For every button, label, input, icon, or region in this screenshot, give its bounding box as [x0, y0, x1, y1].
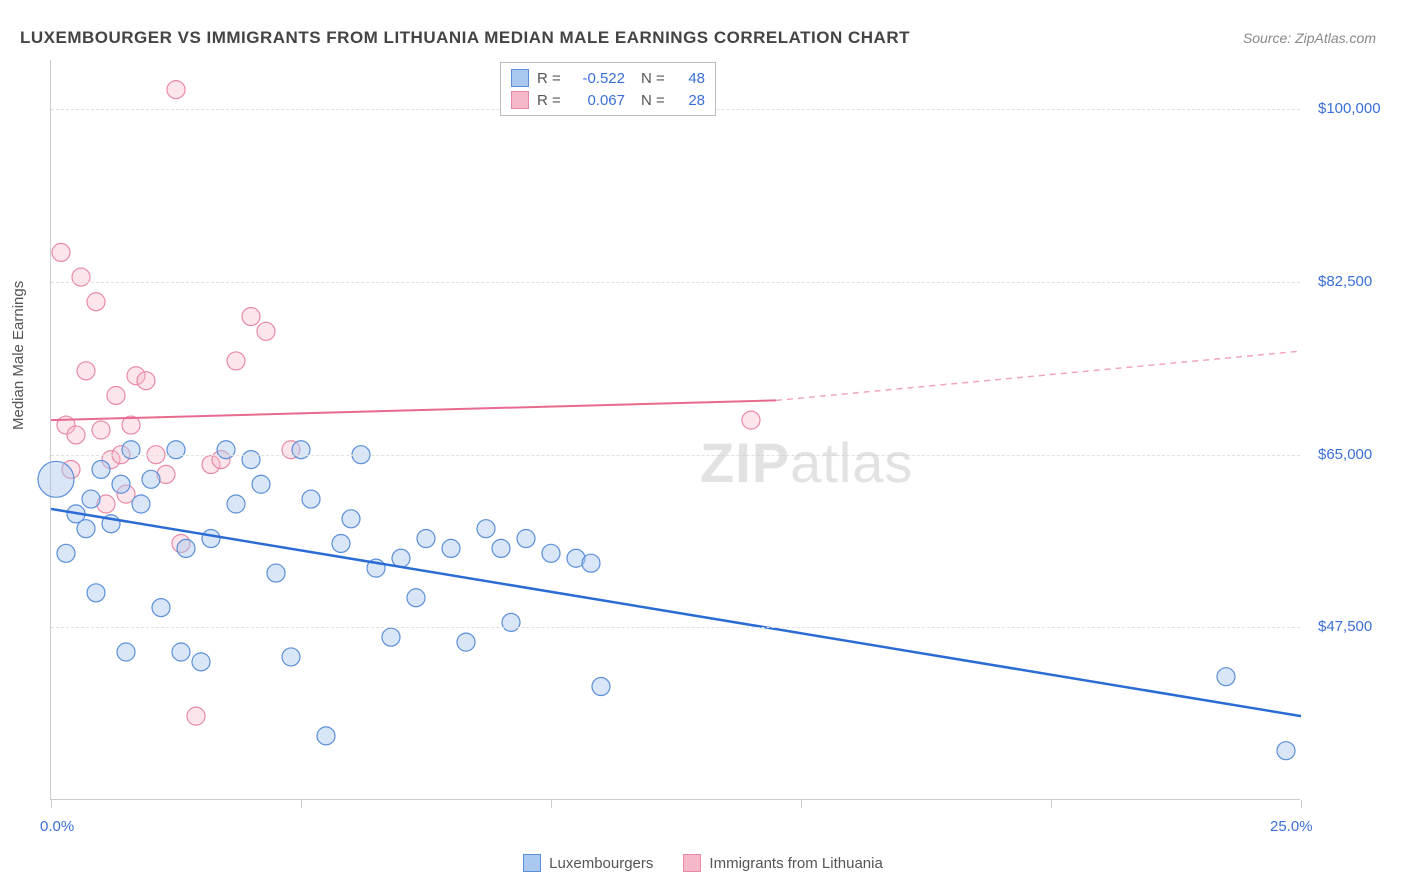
- legend-item-series2: Immigrants from Lithuania: [683, 854, 882, 872]
- legend-item-series1: Luxembourgers: [523, 854, 653, 872]
- chart-title: LUXEMBOURGER VS IMMIGRANTS FROM LITHUANI…: [20, 28, 910, 48]
- plot-area: [50, 60, 1300, 800]
- chart-container: LUXEMBOURGER VS IMMIGRANTS FROM LITHUANI…: [0, 0, 1406, 892]
- swatch-series1: [511, 69, 529, 87]
- stat-row-series2: R = 0.067 N = 28: [511, 89, 705, 111]
- correlation-legend: R = -0.522 N = 48 R = 0.067 N = 28: [500, 62, 716, 116]
- legend-bottom: Luxembourgers Immigrants from Lithuania: [0, 854, 1406, 872]
- swatch-series2: [511, 91, 529, 109]
- legend-swatch-series1: [523, 854, 541, 872]
- y-axis-label: Median Male Earnings: [10, 281, 27, 430]
- source-label: Source: ZipAtlas.com: [1243, 30, 1376, 46]
- data-svg: [51, 60, 1300, 799]
- watermark: ZIPatlas: [700, 430, 913, 495]
- stat-row-series1: R = -0.522 N = 48: [511, 67, 705, 89]
- legend-swatch-series2: [683, 854, 701, 872]
